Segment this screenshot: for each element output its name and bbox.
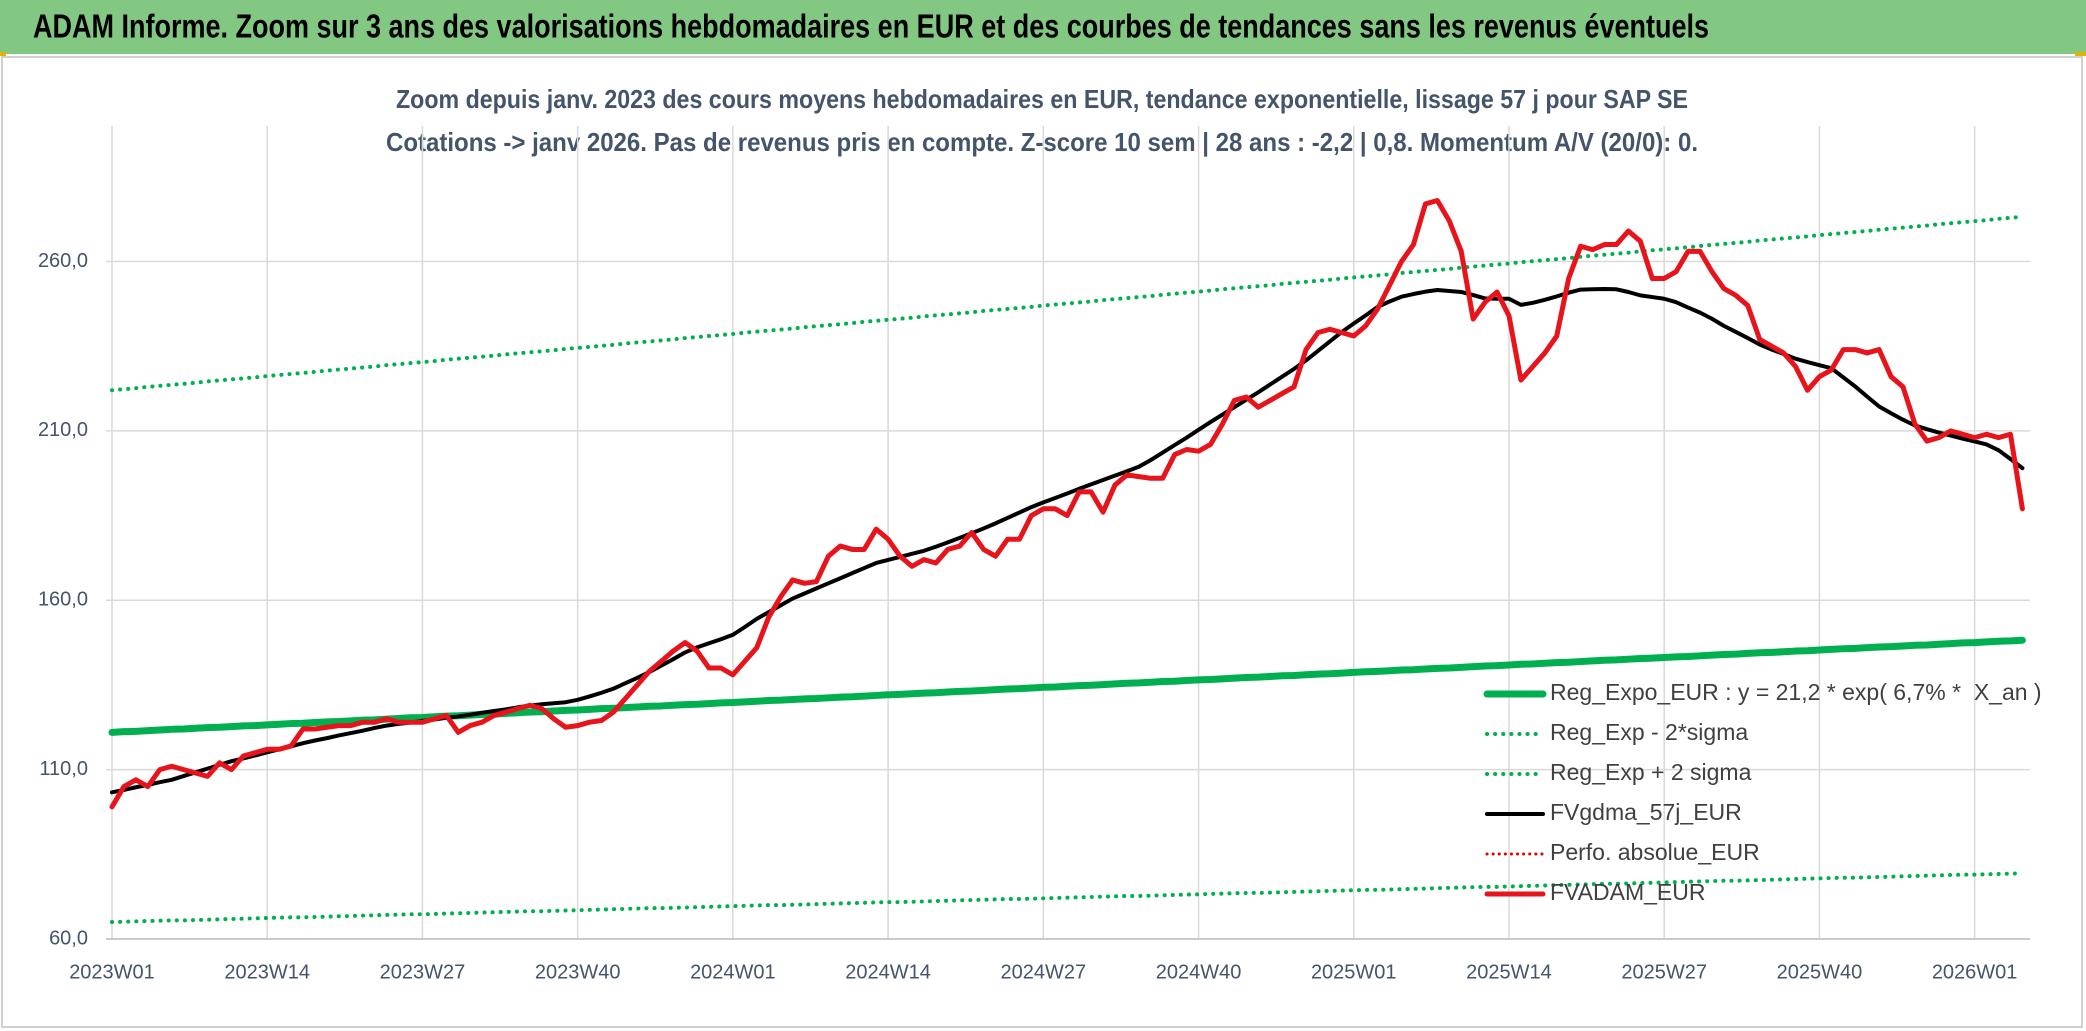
x-tick-label: 2025W01 [1311,961,1397,983]
x-tick-label: 2025W27 [1621,961,1707,983]
y-tick-label: 260,0 [38,250,88,272]
chart-frame [1,56,2083,1028]
legend-label: FVADAM_EUR [1550,879,1706,905]
x-tick-label: 2024W14 [845,961,931,983]
series-line [110,871,2025,925]
legend-label: Reg_Exp + 2 sigma [1550,759,1752,785]
x-tick-label: 2023W01 [69,961,155,983]
legend-label: FVgdma_57j_EUR [1550,799,1742,825]
x-tick-label: 2023W40 [535,961,621,983]
corner-mark [2075,52,2086,56]
x-tick-label: 2023W14 [224,961,310,983]
legend-label: Reg_Expo_EUR : y = 21,2 * exp( 6,7% * X_… [1550,679,2042,705]
series-line [108,636,2026,736]
chart-subtitle: Zoom depuis janv. 2023 des cours moyens … [396,84,1688,114]
legend-label: Perfo. absolue_EUR [1550,839,1760,865]
x-tick-label: 2023W27 [380,961,466,983]
y-tick-label: 110,0 [39,758,88,780]
chart-subtitle: Cotations -> janv 2026. Pas de revenus p… [386,127,1698,157]
x-tick-label: 2025W40 [1777,961,1863,983]
page-title: ADAM Informe. Zoom sur 3 ans des valoris… [33,8,1709,45]
x-tick-label: 2026W01 [1932,961,2018,983]
x-tick-label: 2024W01 [690,961,776,983]
series-line [109,198,2025,810]
x-tick-label: 2024W27 [1001,961,1087,983]
header-bar [0,0,2086,54]
corner-mark [0,52,6,56]
y-tick-label: 160,0 [38,589,88,611]
x-tick-label: 2025W14 [1466,961,1552,983]
y-tick-label: 60,0 [49,927,88,949]
legend-label: Reg_Exp - 2*sigma [1550,719,1748,745]
y-tick-label: 210,0 [38,419,88,441]
x-tick-label: 2024W40 [1156,961,1242,983]
